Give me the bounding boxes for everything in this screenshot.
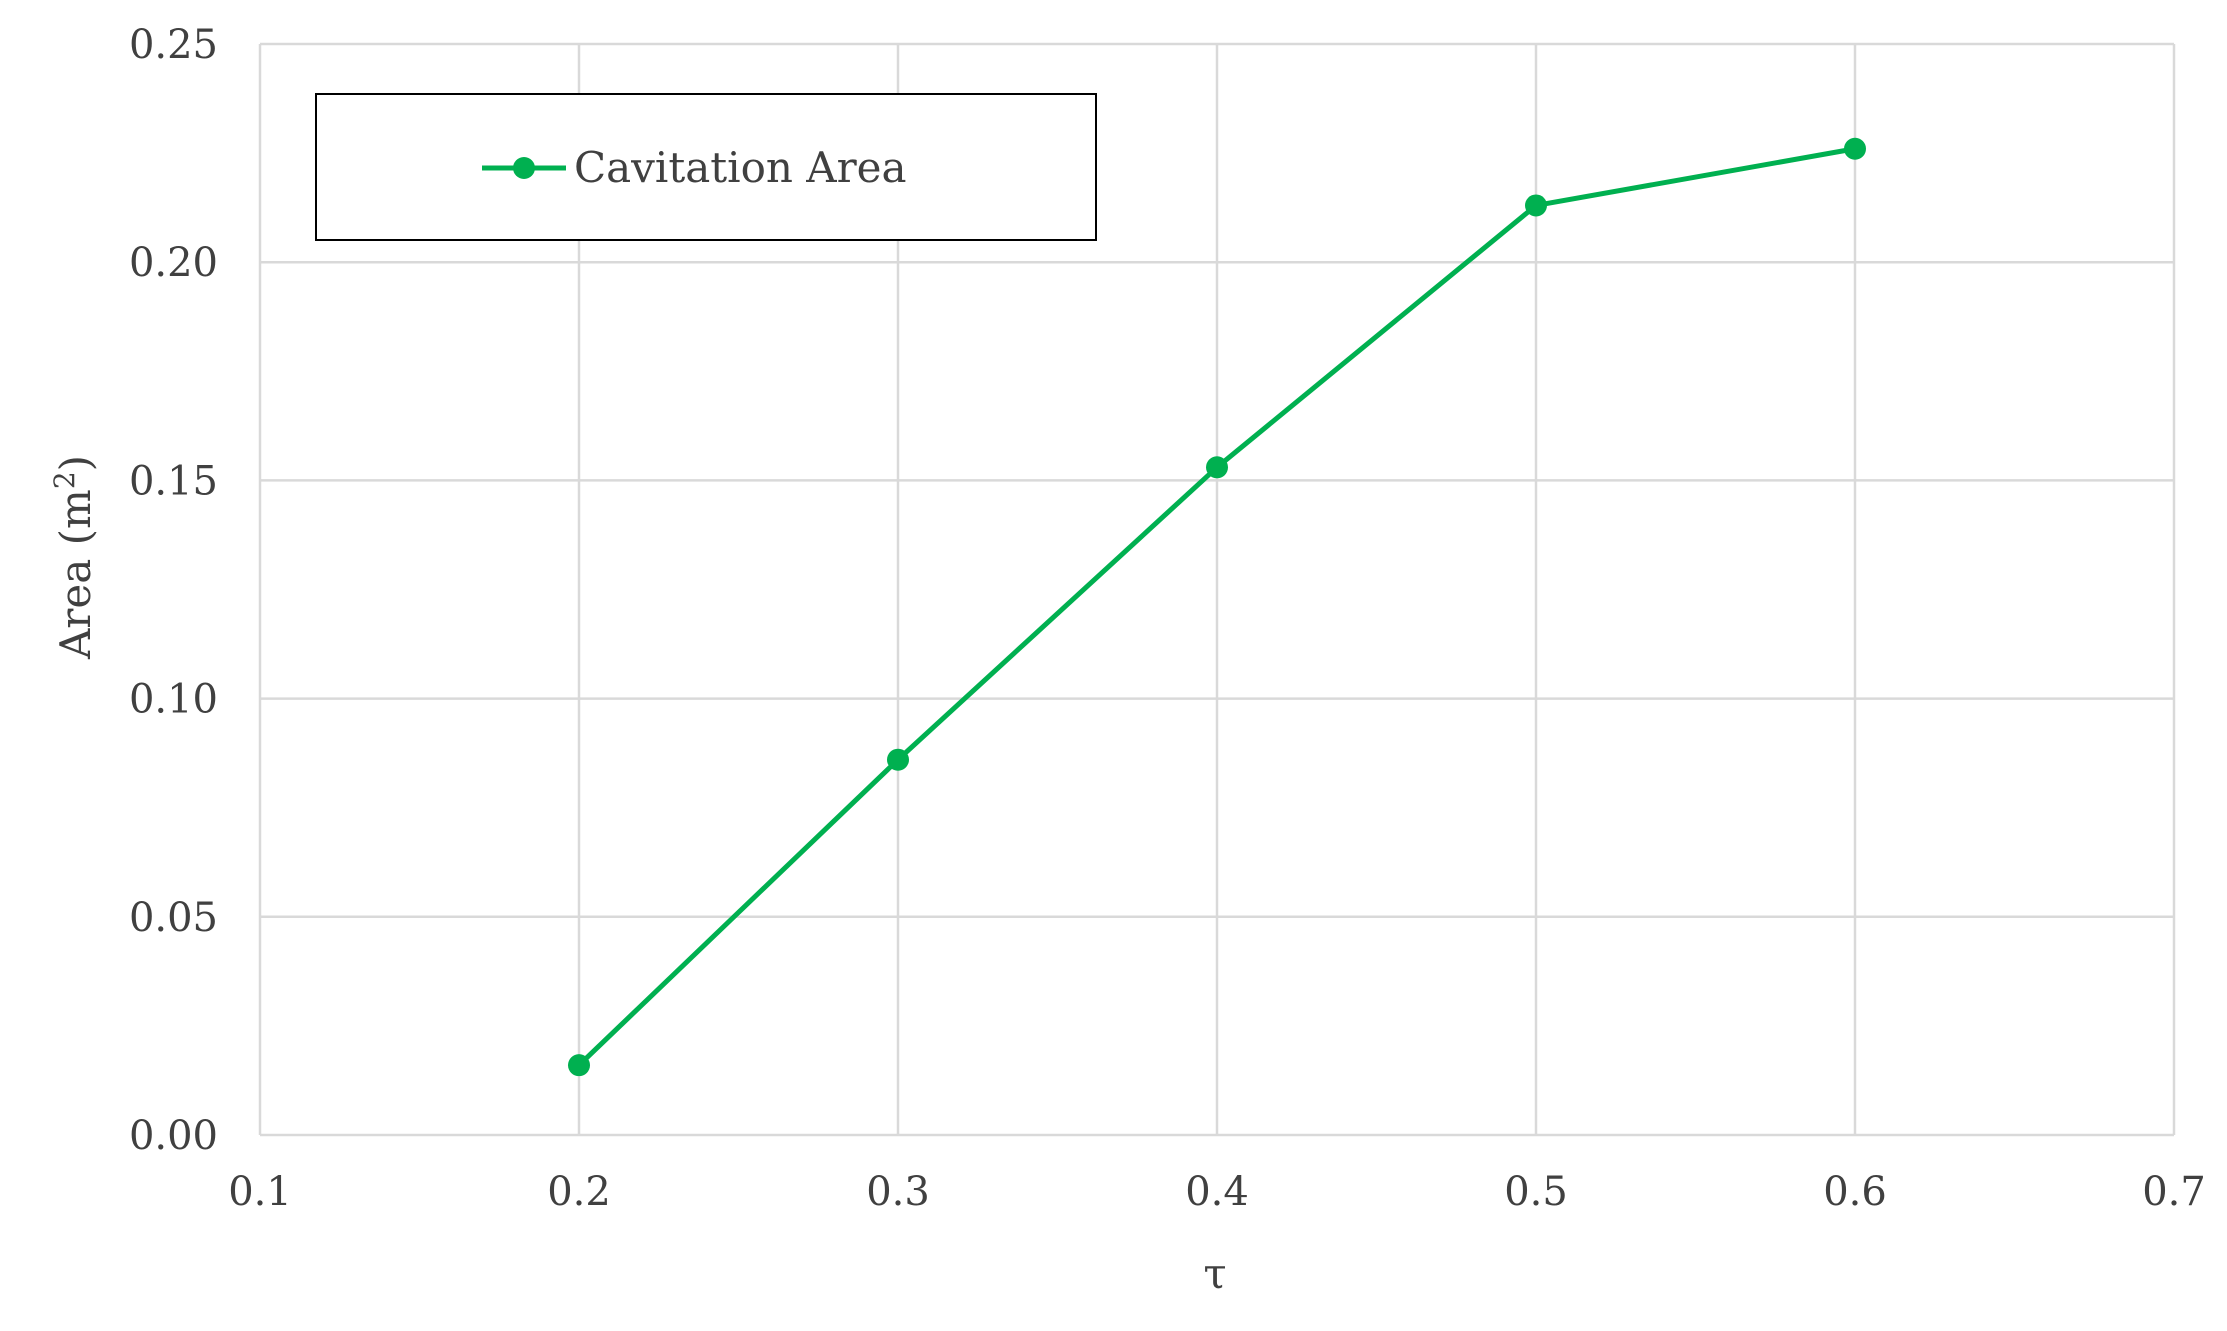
legend-entry-label: Cavitation Area [574,143,907,192]
data-point [1206,456,1228,479]
x-tick-label: 0.5 [1504,1169,1568,1215]
y-tick-label: 0.25 [129,22,218,68]
y-tick-label: 0.10 [129,677,218,723]
data-point [887,748,909,771]
y-tick-label: 0.00 [129,1113,218,1159]
series-layer [568,137,1866,1077]
legend: Cavitation Area [315,93,1097,241]
x-tick-label: 0.3 [866,1169,930,1215]
y-axis-title-end: ) [51,455,100,471]
y-tick-label: 0.20 [129,240,218,286]
y-tick-label: 0.05 [129,895,218,941]
x-tick-label: 0.2 [547,1169,611,1215]
legend-box [315,93,1097,241]
legend-point-marker [513,157,535,179]
y-tick-labels: 0.00 0.05 0.10 0.15 0.20 0.25 [129,22,218,1159]
y-axis-title-main: Area (m [51,489,100,660]
data-point [1844,137,1866,160]
x-tick-label: 0.4 [1185,1169,1249,1215]
x-tick-label: 0.1 [228,1169,292,1215]
y-axis-title-superscript: 2 [48,471,81,489]
y-axis-title: Area (m2) [48,455,101,660]
y-tick-label: 0.15 [129,458,218,504]
data-point [1525,194,1547,217]
grid-layer [258,42,2176,1137]
data-point [568,1054,590,1077]
x-axis-title: τ [1203,1249,1226,1298]
x-tick-label: 0.7 [2142,1169,2206,1215]
x-tick-labels: 0.1 0.2 0.3 0.4 0.5 0.6 0.7 [228,1169,2206,1215]
x-tick-label: 0.6 [1823,1169,1887,1215]
